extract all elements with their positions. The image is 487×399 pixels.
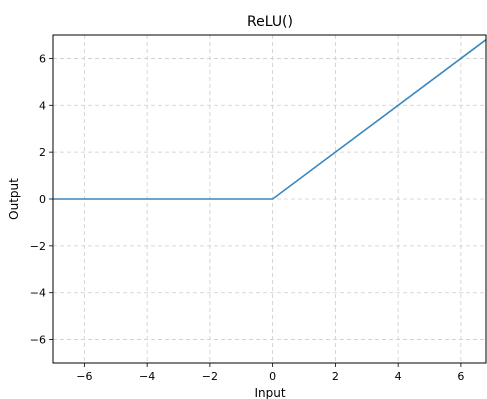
relu-series-line bbox=[53, 39, 487, 200]
y-tick-label: 2 bbox=[39, 146, 46, 159]
y-tick-label: −6 bbox=[30, 334, 46, 347]
x-tick-label: 4 bbox=[395, 370, 402, 383]
x-tick-label: −2 bbox=[202, 370, 218, 383]
y-axis-label: Output bbox=[7, 178, 21, 220]
x-tick-label: −4 bbox=[139, 370, 155, 383]
series-layer bbox=[53, 39, 487, 200]
x-tick-label: 2 bbox=[332, 370, 339, 383]
y-tick-label: −2 bbox=[30, 240, 46, 253]
y-tick-label: 4 bbox=[39, 99, 46, 112]
x-tick-label: 6 bbox=[457, 370, 464, 383]
y-tick-label: 6 bbox=[39, 52, 46, 65]
y-tick-label: −4 bbox=[30, 287, 46, 300]
chart-title: ReLU() bbox=[247, 14, 293, 30]
y-tick-label: 0 bbox=[39, 193, 46, 206]
x-tick-label: −6 bbox=[76, 370, 92, 383]
ticks: −6 −4 −2 0 2 4 6 −6 −4 −2 0 2 4 6 bbox=[30, 52, 465, 383]
x-tick-label: 0 bbox=[269, 370, 276, 383]
x-axis-label: Input bbox=[254, 386, 285, 399]
